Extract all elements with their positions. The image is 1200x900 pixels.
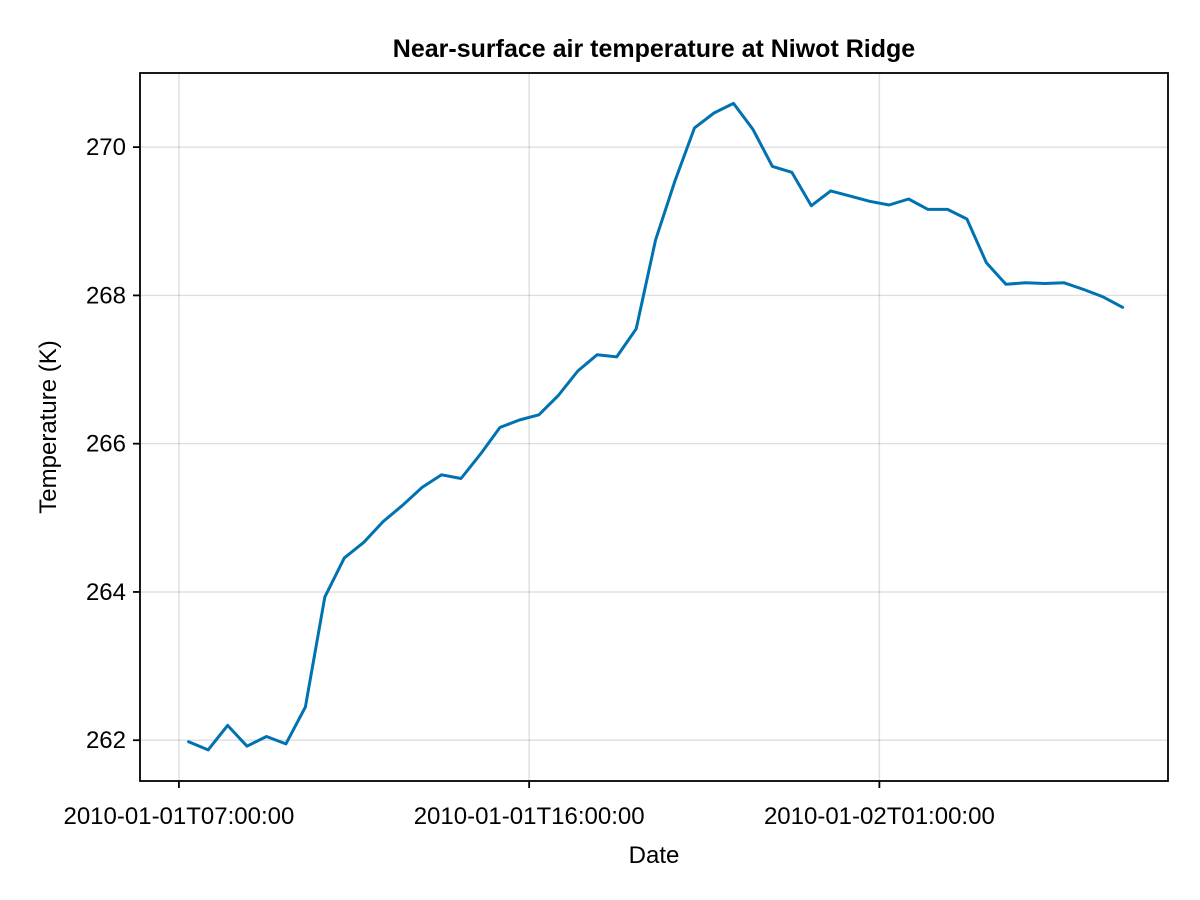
series-layer xyxy=(187,101,1125,752)
y-tick-label: 262 xyxy=(86,727,126,754)
x-tick-label: 2010-01-01T07:00:00 xyxy=(63,803,294,830)
y-tick-label: 270 xyxy=(86,134,126,161)
y-tick-label: 264 xyxy=(86,579,126,606)
plot-frame xyxy=(139,72,1169,782)
x-axis-label: Date xyxy=(629,842,680,869)
series-line xyxy=(187,101,1125,752)
y-tick-label: 268 xyxy=(86,282,126,309)
grid-lines xyxy=(140,73,1168,781)
y-tick-label: 266 xyxy=(86,431,126,458)
x-tick-label: 2010-01-02T01:00:00 xyxy=(764,803,995,830)
x-tick-label: 2010-01-01T16:00:00 xyxy=(414,803,645,830)
chart-title: Near-surface air temperature at Niwot Ri… xyxy=(393,35,915,63)
axis-ticks: 262 264 266 268 270 2010-01-01T07:00:00 2010-0… xyxy=(63,134,994,830)
y-axis-label: Temperature (K) xyxy=(35,340,62,513)
